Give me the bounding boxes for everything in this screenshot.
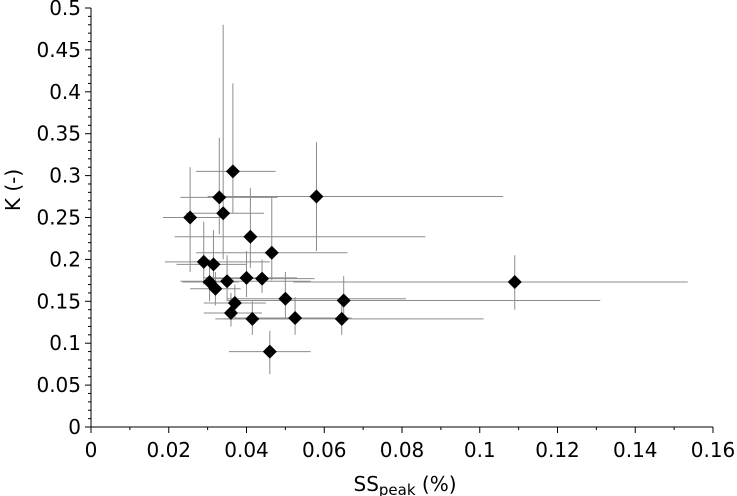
x-axis-title-unit: (%) [416, 472, 457, 496]
error-bars [162, 24, 688, 375]
data-point-diamond [212, 190, 227, 205]
x-tick-label: 0.04 [224, 438, 269, 462]
x-axis-title-subscript: peak [379, 481, 416, 496]
data-point-diamond [309, 189, 324, 204]
y-tick-label: 0.15 [36, 289, 81, 313]
y-tick-label: 0.45 [36, 38, 81, 62]
data-point-diamond [239, 270, 254, 285]
y-axis-title: K (-) [1, 169, 25, 211]
data-point-diamond [288, 311, 303, 326]
x-tick-label: 0.02 [146, 438, 191, 462]
axes: 0 0.05 0.1 0.15 0.2 0.25 0.3 0.35 0.4 0.45 0.5 0 0.0… [36, 0, 735, 462]
data-point-diamond [206, 257, 221, 272]
data-point-diamond [220, 274, 235, 289]
data-point-diamond [208, 281, 223, 296]
x-tick-label: 0.16 [691, 438, 736, 462]
data-point-diamond [196, 254, 211, 269]
data-point-diamond [255, 271, 270, 286]
y-tick-label: 0 [68, 415, 81, 439]
data-point-diamond [264, 245, 279, 260]
x-tick-label: 0.06 [302, 438, 347, 462]
y-tick-label: 0.5 [49, 0, 81, 20]
y-tick-label: 0.4 [49, 80, 81, 104]
x-tick-label: 0.08 [380, 438, 425, 462]
y-tick-label: 0.35 [36, 122, 81, 146]
x-axis-title: SSpeak (%) [354, 472, 457, 496]
y-tick-label: 0.3 [49, 164, 81, 188]
data-point-diamond [216, 206, 231, 221]
data-point-diamond [336, 293, 351, 308]
data-point-diamond [334, 311, 349, 326]
y-tick-label: 0.25 [36, 206, 81, 230]
y-tick-label: 0.1 [49, 331, 81, 355]
data-point-diamond [262, 344, 277, 359]
data-point-diamond [183, 210, 198, 225]
data-point-diamond [223, 306, 238, 321]
x-tick-label: 0.12 [535, 438, 580, 462]
x-tick-label: 0.14 [613, 438, 658, 462]
data-point-diamond [243, 229, 258, 244]
data-points [183, 164, 522, 359]
x-axis-title-main: SS [354, 472, 379, 496]
data-point-diamond [278, 291, 293, 306]
data-point-diamond [225, 164, 240, 179]
data-point-diamond [507, 275, 522, 290]
data-point-diamond [245, 311, 260, 326]
y-tick-label: 0.2 [49, 247, 81, 271]
y-tick-label: 0.05 [36, 373, 81, 397]
x-tick-label: 0 [85, 438, 98, 462]
x-tick-label: 0.1 [464, 438, 496, 462]
